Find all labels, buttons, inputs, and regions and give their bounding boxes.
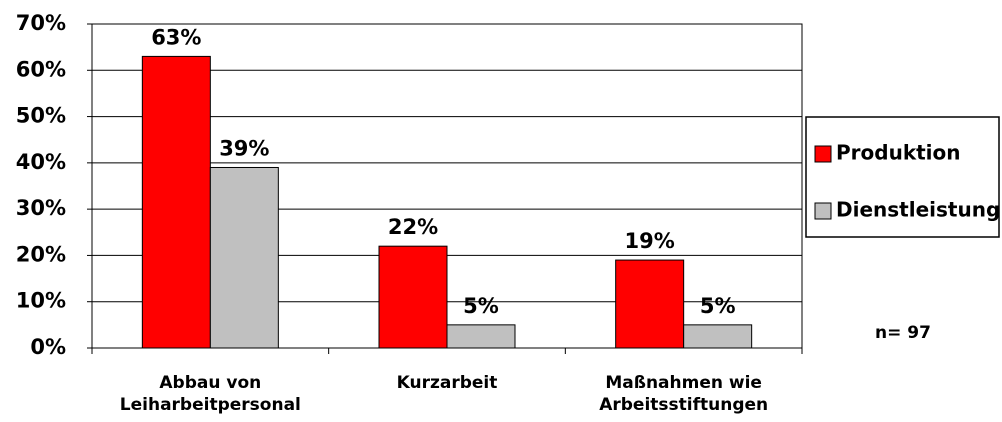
y-tick-label: 60% xyxy=(16,57,66,81)
legend-label: Dienstleistung xyxy=(836,198,1000,222)
y-tick-label: 10% xyxy=(16,289,66,313)
y-tick-label: 40% xyxy=(16,150,66,174)
y-tick-label: 20% xyxy=(16,242,66,266)
bar xyxy=(615,259,685,349)
bar xyxy=(683,324,753,349)
legend-label: Produktion xyxy=(836,141,961,165)
x-tick-label: Kurzarbeit xyxy=(397,373,498,393)
value-label: 19% xyxy=(625,229,675,253)
annotation: n= 97 xyxy=(875,323,931,343)
y-tick-label: 0% xyxy=(30,335,66,359)
x-tick-label: Maßnahmen wie Arbeitsstiftungen xyxy=(599,373,768,415)
bar xyxy=(446,324,516,349)
value-label: 39% xyxy=(219,136,269,160)
y-tick-label: 30% xyxy=(16,196,66,220)
value-label: 5% xyxy=(463,294,499,318)
y-tick-label: 70% xyxy=(16,11,66,35)
legend-box xyxy=(805,116,1000,238)
bar xyxy=(209,166,279,349)
y-tick-label: 50% xyxy=(16,104,66,128)
bar xyxy=(378,245,448,349)
value-label: 63% xyxy=(151,25,201,49)
value-label: 5% xyxy=(700,294,736,318)
x-tick-label: Abbau von Leiharbeitpersonal xyxy=(120,373,301,415)
legend-swatch xyxy=(814,202,832,220)
bar xyxy=(141,55,211,349)
value-label: 22% xyxy=(388,215,438,239)
legend-swatch xyxy=(814,145,832,163)
